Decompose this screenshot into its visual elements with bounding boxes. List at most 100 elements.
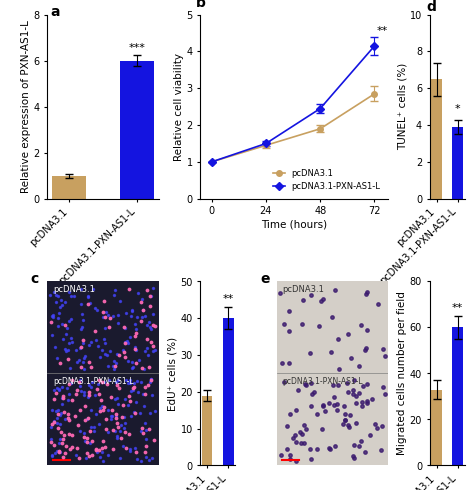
Point bbox=[103, 415, 110, 422]
Point bbox=[128, 307, 136, 315]
Point bbox=[67, 316, 75, 323]
Point bbox=[117, 297, 124, 305]
Point bbox=[107, 314, 114, 322]
Point bbox=[54, 322, 61, 330]
Point bbox=[55, 447, 63, 455]
Point bbox=[131, 345, 138, 353]
Point bbox=[65, 416, 73, 424]
Point bbox=[379, 345, 387, 353]
Point bbox=[139, 306, 147, 314]
Point bbox=[55, 309, 63, 317]
Point bbox=[335, 381, 342, 389]
Point bbox=[79, 316, 87, 323]
Point bbox=[64, 355, 72, 363]
Bar bbox=[452, 127, 463, 199]
Point bbox=[107, 415, 115, 422]
Point bbox=[130, 379, 138, 387]
Point bbox=[310, 388, 318, 395]
Point bbox=[297, 439, 305, 446]
Text: **: ** bbox=[223, 294, 234, 304]
Point bbox=[142, 426, 150, 434]
Point bbox=[69, 338, 76, 346]
Point bbox=[100, 403, 108, 411]
Point bbox=[285, 327, 293, 335]
Point bbox=[143, 321, 151, 329]
Point bbox=[110, 366, 118, 373]
Point bbox=[83, 434, 91, 442]
Point bbox=[121, 424, 128, 432]
Point bbox=[301, 380, 309, 388]
Point bbox=[141, 419, 149, 427]
Point bbox=[143, 453, 150, 461]
Point bbox=[121, 339, 128, 347]
Point bbox=[104, 406, 112, 414]
Point bbox=[124, 337, 131, 345]
Point bbox=[119, 401, 127, 409]
Point bbox=[307, 349, 314, 357]
Point bbox=[96, 353, 104, 361]
Point bbox=[61, 431, 68, 439]
Point bbox=[60, 394, 67, 402]
Point bbox=[59, 439, 66, 446]
Point bbox=[111, 362, 119, 369]
Point bbox=[113, 381, 121, 389]
Y-axis label: Relative cell viability: Relative cell viability bbox=[173, 53, 184, 161]
Point bbox=[307, 379, 315, 387]
Point bbox=[91, 427, 98, 435]
Text: pcDNA3.1-PXN-AS1-L: pcDNA3.1-PXN-AS1-L bbox=[283, 377, 363, 386]
Point bbox=[333, 400, 341, 408]
Point bbox=[88, 438, 95, 445]
Point bbox=[67, 334, 74, 342]
Point bbox=[137, 427, 145, 435]
Point bbox=[131, 409, 139, 416]
Point bbox=[114, 311, 121, 319]
Point bbox=[363, 290, 370, 298]
Bar bbox=[223, 318, 234, 466]
Point bbox=[292, 406, 300, 414]
Point bbox=[80, 391, 88, 398]
Point bbox=[92, 446, 100, 454]
Point bbox=[77, 325, 85, 333]
Point bbox=[109, 445, 117, 453]
Point bbox=[109, 313, 117, 320]
Point bbox=[132, 330, 140, 338]
Point bbox=[47, 435, 55, 443]
Point bbox=[364, 326, 371, 334]
Point bbox=[113, 394, 121, 402]
Point bbox=[330, 393, 338, 401]
Point bbox=[73, 346, 80, 354]
Point bbox=[141, 402, 148, 410]
Point bbox=[350, 376, 358, 384]
Point bbox=[92, 444, 100, 452]
Point bbox=[119, 442, 127, 450]
Point bbox=[107, 412, 115, 420]
Point bbox=[147, 376, 155, 384]
Point bbox=[319, 403, 327, 411]
Point bbox=[127, 312, 135, 320]
Point bbox=[139, 391, 147, 398]
Point bbox=[60, 435, 67, 442]
Point bbox=[145, 318, 153, 326]
Point bbox=[126, 430, 133, 438]
Point bbox=[85, 391, 92, 399]
Point bbox=[95, 390, 102, 398]
Point bbox=[72, 391, 79, 398]
Point bbox=[60, 408, 68, 416]
Point bbox=[87, 338, 95, 345]
Point bbox=[104, 451, 112, 459]
Point bbox=[139, 306, 146, 314]
Point bbox=[128, 306, 136, 314]
Bar bbox=[202, 395, 212, 465]
Point bbox=[352, 399, 360, 407]
Point bbox=[319, 401, 327, 409]
Point bbox=[86, 440, 93, 447]
Point bbox=[85, 341, 92, 349]
Point bbox=[329, 381, 337, 389]
Point bbox=[64, 396, 72, 404]
Point bbox=[134, 456, 141, 464]
Point bbox=[64, 410, 72, 417]
Point bbox=[141, 347, 149, 355]
Point bbox=[50, 417, 58, 425]
Point bbox=[318, 425, 326, 433]
Point bbox=[309, 390, 316, 398]
